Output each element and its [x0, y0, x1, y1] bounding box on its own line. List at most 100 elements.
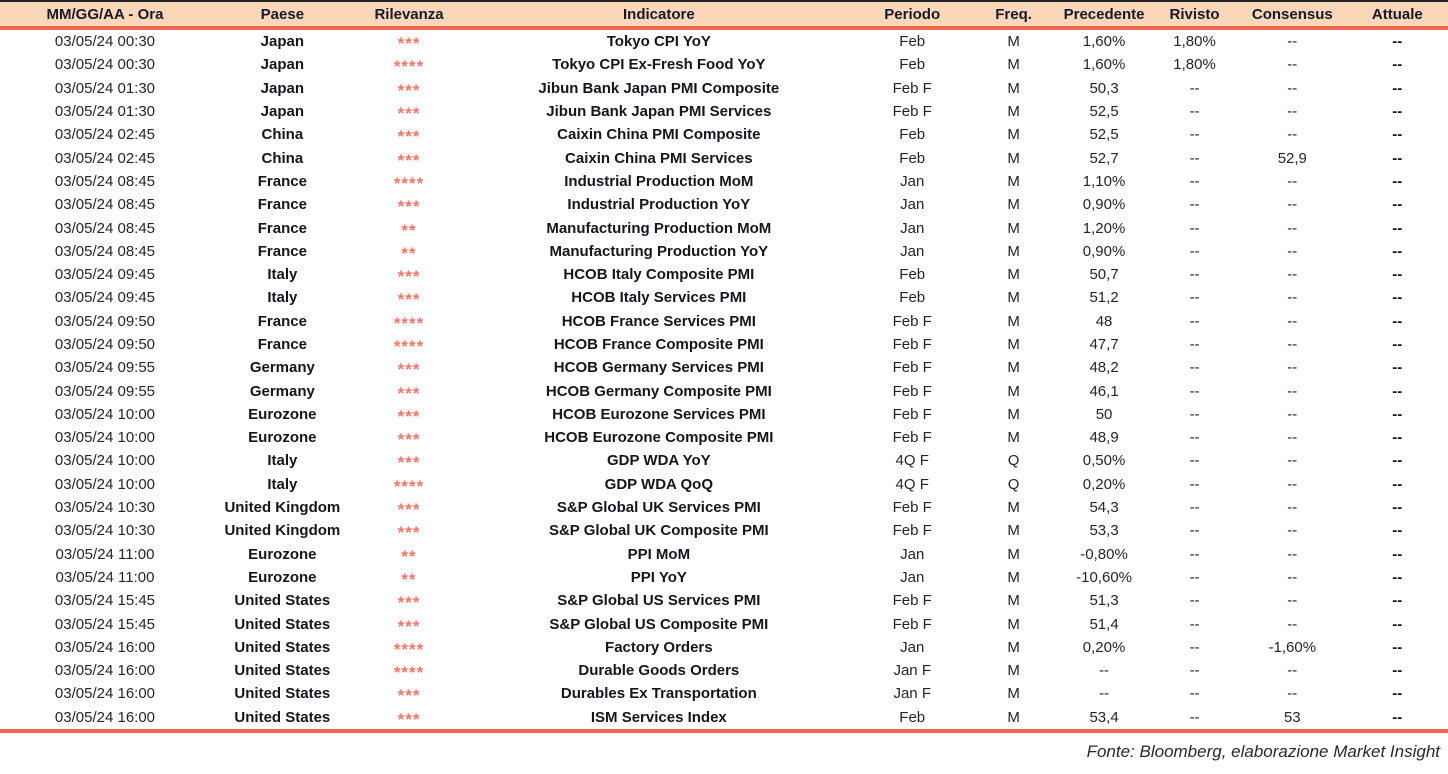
cell-country: Eurozone	[248, 568, 317, 586]
table-row: 03/05/24 16:00 United States **** Durable G…	[0, 659, 1448, 682]
cell-previous: 51,3	[1089, 592, 1119, 610]
cell-country: United States	[234, 708, 331, 726]
cell-freq: M	[1007, 172, 1020, 190]
cell-revised: --	[1189, 289, 1200, 307]
table-row: 03/05/24 11:00 Eurozone ** PPI MoM Jan M -0,80…	[0, 543, 1448, 566]
cell-period: Feb F	[892, 615, 932, 633]
table-row: 03/05/24 10:30 United Kingdom *** S&P Globa…	[0, 496, 1448, 519]
cell-actual: --	[1392, 638, 1403, 656]
cell-actual: --	[1392, 708, 1403, 726]
cell-previous: --	[1099, 662, 1110, 680]
cell-datetime: 03/05/24 16:00	[54, 708, 156, 726]
cell-consensus: --	[1287, 172, 1298, 190]
cell-actual: --	[1392, 405, 1403, 423]
cell-actual: --	[1392, 359, 1403, 377]
cell-period: Feb	[899, 289, 926, 307]
cell-period: Jan F	[893, 662, 931, 680]
table-row: 03/05/24 10:00 Italy *** GDP WDA YoY 4Q F Q 0,…	[0, 449, 1448, 472]
cell-revised: --	[1189, 196, 1200, 214]
cell-indicator: Manufacturing Production YoY	[549, 242, 769, 260]
relevance-stars-icon: ***	[397, 616, 421, 636]
cell-period: Jan	[900, 242, 925, 260]
table-row: 03/05/24 08:45 France **** Industrial Produ…	[0, 170, 1448, 193]
cell-indicator: Jibun Bank Japan PMI Composite	[538, 79, 780, 97]
cell-relevance: ***	[355, 496, 464, 519]
table-row: 03/05/24 10:00 Eurozone *** HCOB Eurozone C…	[0, 426, 1448, 449]
cell-period: Jan	[900, 568, 925, 586]
cell-freq: M	[1007, 592, 1020, 610]
cell-previous: 0,50%	[1082, 452, 1126, 470]
header-freq: Freq.	[970, 0, 1058, 30]
cell-actual: --	[1392, 592, 1403, 610]
cell-previous: 0,90%	[1082, 196, 1126, 214]
relevance-stars-icon: ***	[397, 197, 421, 217]
cell-period: Feb F	[892, 592, 932, 610]
table-row: 03/05/24 09:50 France **** HCOB France Serv…	[0, 310, 1448, 333]
relevance-stars-icon: ***	[397, 34, 421, 54]
cell-previous: 0,20%	[1082, 638, 1126, 656]
table-row: 03/05/24 09:55 Germany *** HCOB Germany Ser…	[0, 356, 1448, 379]
cell-indicator: Industrial Production YoY	[567, 196, 751, 214]
cell-period: Feb F	[892, 103, 932, 121]
cell-actual: --	[1392, 662, 1403, 680]
relevance-stars-icon: ****	[393, 663, 425, 683]
cell-revised: --	[1189, 103, 1200, 121]
table-row: 03/05/24 10:00 Italy **** GDP WDA QoQ 4Q F Q 0…	[0, 473, 1448, 496]
cell-datetime: 03/05/24 09:55	[54, 382, 156, 400]
table-row: 03/05/24 02:45 China *** Caixin China PMI S…	[0, 146, 1448, 169]
cell-previous: 50,7	[1089, 266, 1119, 284]
cell-revised: --	[1189, 522, 1200, 540]
cell-freq: M	[1007, 685, 1020, 703]
cell-country: Japan	[260, 33, 305, 51]
cell-period: Jan	[900, 172, 925, 190]
cell-freq: M	[1007, 405, 1020, 423]
cell-freq: M	[1007, 266, 1020, 284]
cell-consensus: --	[1287, 336, 1298, 353]
cell-period: Feb	[899, 149, 926, 167]
cell-freq: M	[1007, 103, 1020, 121]
cell-consensus: 52,9	[1277, 149, 1307, 167]
relevance-stars-icon: ***	[397, 686, 421, 706]
table-row: 03/05/24 16:00 United States *** ISM Servic…	[0, 706, 1448, 731]
cell-freq: M	[1007, 382, 1020, 400]
cell-indicator: Manufacturing Production MoM	[546, 219, 772, 237]
cell-consensus: --	[1287, 219, 1298, 237]
cell-datetime: 03/05/24 08:45	[54, 219, 156, 237]
cell-relevance: ****	[355, 170, 464, 193]
cell-revised: --	[1189, 336, 1200, 353]
cell-previous: 52,5	[1089, 126, 1119, 144]
cell-indicator: GDP WDA YoY	[607, 452, 711, 470]
cell-datetime: 03/05/24 09:50	[54, 312, 156, 330]
cell-freq: M	[1007, 708, 1020, 726]
cell-datetime: 03/05/24 09:45	[54, 266, 156, 284]
cell-indicator: Factory Orders	[605, 638, 713, 656]
table-row: 03/05/24 11:00 Eurozone ** PPI YoY Jan M -10,6…	[0, 566, 1448, 589]
cell-country: United States	[234, 592, 331, 610]
cell-revised: --	[1189, 638, 1200, 656]
header-actual: Attuale	[1346, 0, 1448, 30]
cell-actual: --	[1392, 33, 1403, 51]
cell-consensus: --	[1287, 312, 1298, 330]
cell-previous: 47,7	[1089, 336, 1119, 353]
cell-period: Feb F	[892, 312, 932, 330]
cell-revised: --	[1189, 382, 1200, 400]
cell-previous: --	[1099, 685, 1110, 703]
cell-indicator: S&P Global UK Composite PMI	[548, 522, 769, 540]
relevance-stars-icon: ***	[397, 593, 421, 613]
cell-relevance: ****	[355, 53, 464, 76]
cell-datetime: 03/05/24 02:45	[54, 149, 156, 167]
cell-datetime: 03/05/24 16:00	[54, 662, 156, 680]
table-row: 03/05/24 09:45 Italy *** HCOB Italy Service…	[0, 286, 1448, 309]
cell-consensus: --	[1287, 429, 1298, 447]
cell-freq: M	[1007, 219, 1020, 237]
cell-consensus: --	[1287, 685, 1298, 703]
cell-relevance: ****	[355, 310, 464, 333]
cell-consensus: --	[1287, 359, 1298, 377]
cell-freq: M	[1007, 336, 1020, 353]
cell-actual: --	[1392, 79, 1403, 97]
cell-consensus: --	[1287, 382, 1298, 400]
cell-freq: M	[1007, 662, 1020, 680]
cell-revised: 1,80%	[1173, 56, 1216, 74]
cell-indicator: HCOB Eurozone Services PMI	[552, 405, 766, 423]
table-row: 03/05/24 16:00 United States **** Factory O…	[0, 636, 1448, 659]
